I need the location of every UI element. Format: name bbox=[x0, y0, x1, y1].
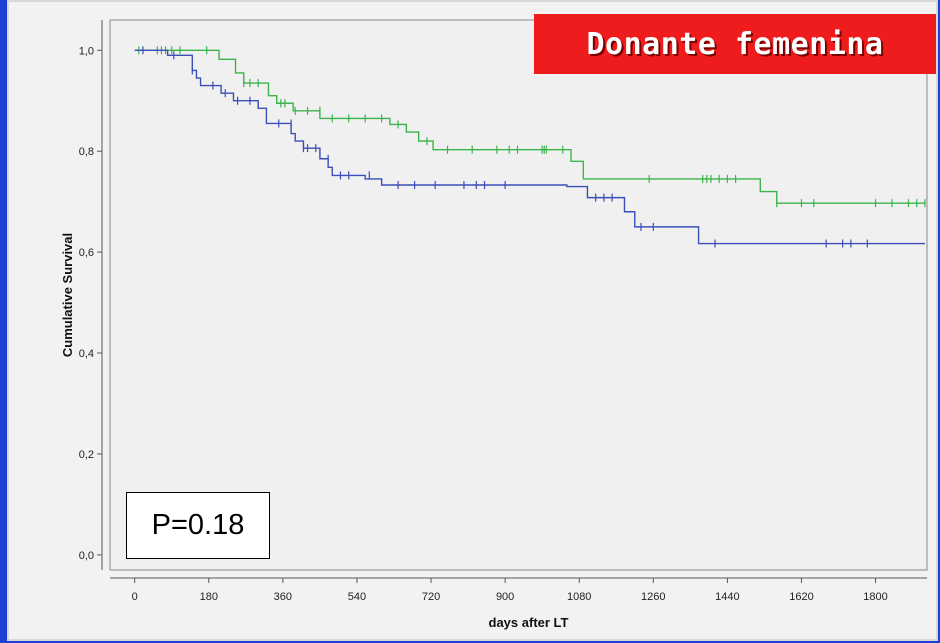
x-tick-label: 180 bbox=[200, 591, 218, 603]
y-axis-title: Cumulative Survival bbox=[60, 233, 75, 357]
survival-chart: 0 180 360 540 720 900 1080 1260 1440 1620 1800 0,0 0… bbox=[60, 19, 928, 630]
x-axis-title: days after LT bbox=[489, 615, 569, 630]
y-tick-label: 0,2 bbox=[79, 449, 94, 461]
x-tick-label: 1260 bbox=[641, 591, 665, 603]
x-tick-label: 900 bbox=[496, 591, 514, 603]
x-tick-label: 1800 bbox=[863, 591, 887, 603]
title-box: Donante femenina bbox=[534, 14, 936, 74]
y-tick-label: 0,8 bbox=[79, 146, 94, 158]
pvalue-box: P=0.18 bbox=[126, 492, 270, 559]
plot-area bbox=[109, 19, 928, 571]
y-tick-label: 0,6 bbox=[79, 247, 94, 259]
x-tick-label: 1440 bbox=[715, 591, 739, 603]
series-blue bbox=[134, 46, 925, 248]
x-tick-label: 1080 bbox=[567, 591, 591, 603]
x-tick-label: 1620 bbox=[789, 591, 813, 603]
y-tick-label: 0,0 bbox=[79, 550, 94, 562]
x-tick-label: 540 bbox=[348, 591, 366, 603]
y-tick-label: 0,4 bbox=[79, 348, 94, 360]
y-tick-label: 1,0 bbox=[79, 45, 94, 57]
survival-curve bbox=[134, 49, 925, 204]
series-green bbox=[134, 46, 926, 208]
x-tick-label: 360 bbox=[274, 591, 292, 603]
x-tick-label: 720 bbox=[422, 591, 440, 603]
x-tick-label: 0 bbox=[132, 591, 138, 603]
